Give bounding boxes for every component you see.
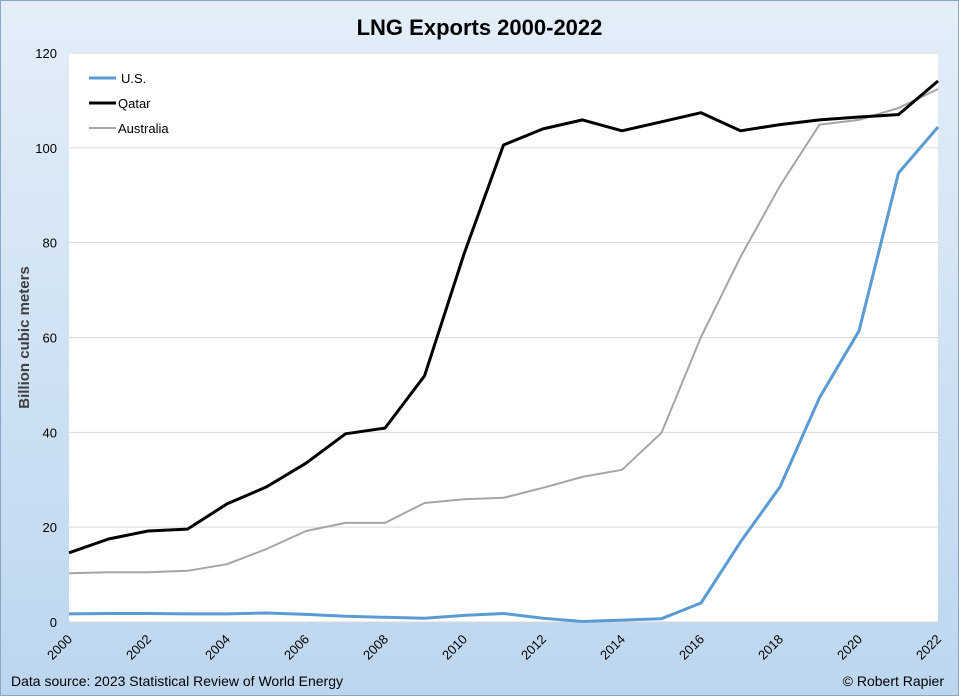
- x-tick-label: 2002: [123, 632, 154, 663]
- copyright: © Robert Rapier: [842, 673, 944, 689]
- x-tick-label: 2022: [913, 632, 944, 663]
- y-tick-label: 100: [35, 141, 57, 156]
- data-source: Data source: 2023 Statistical Review of …: [11, 673, 344, 689]
- y-axis-label: Billion cubic meters: [16, 266, 33, 409]
- x-tick-label: 2010: [439, 632, 470, 663]
- y-tick-label: 20: [43, 520, 57, 535]
- series-line-australia: [68, 88, 939, 575]
- x-tick-label: 2008: [360, 632, 391, 663]
- x-tick-label: 2004: [202, 632, 233, 663]
- y-tick-label: 120: [35, 46, 57, 61]
- chart-title: LNG Exports 2000-2022: [356, 15, 603, 40]
- legend-label: Qatar: [118, 96, 151, 111]
- series-line-us: [68, 126, 940, 623]
- x-tick-label: 2000: [44, 632, 75, 663]
- x-tick-label: 2020: [834, 632, 865, 663]
- y-tick-label: 60: [43, 331, 57, 346]
- x-tick-label: 2006: [281, 632, 312, 663]
- y-tick-label: 0: [50, 615, 57, 630]
- y-tick-label: 80: [43, 236, 57, 251]
- x-tick-label: 2014: [597, 632, 628, 663]
- x-tick-label: 2018: [755, 632, 786, 663]
- legend-label: Australia: [118, 121, 169, 136]
- y-tick-label: 40: [43, 425, 57, 440]
- x-tick-label: 2012: [518, 632, 549, 663]
- legend-label: U.S.: [121, 71, 146, 86]
- series-line-qatar: [68, 79, 939, 555]
- x-tick-label: 2016: [676, 632, 707, 663]
